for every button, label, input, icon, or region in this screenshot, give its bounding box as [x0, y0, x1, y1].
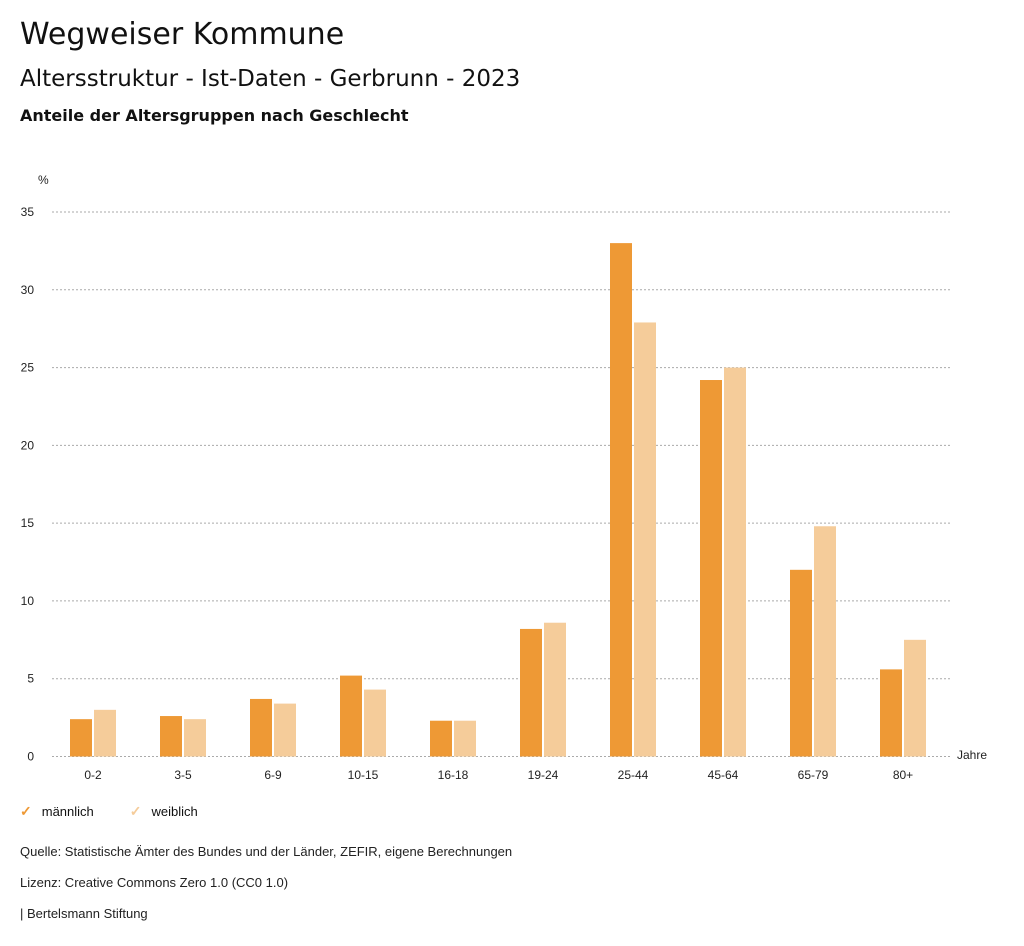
y-tick-label: 0: [27, 750, 34, 764]
x-tick-label: 6-9: [264, 768, 282, 782]
license-note: Lizenz: Creative Commons Zero 1.0 (CC0 1…: [20, 875, 289, 890]
y-tick-label: 10: [21, 594, 35, 608]
x-tick-label: 16-18: [438, 768, 469, 782]
bar-maennlich: [160, 716, 182, 757]
y-tick-label: 5: [27, 672, 34, 686]
bar-weiblich: [184, 719, 206, 757]
x-tick-label: 19-24: [528, 768, 559, 782]
y-tick-label: 30: [21, 283, 35, 297]
bar-maennlich: [610, 243, 632, 757]
bar-weiblich: [634, 322, 656, 757]
bar-weiblich: [94, 709, 116, 757]
legend-item-weiblich[interactable]: ✓ weiblich: [130, 803, 198, 820]
bar-maennlich: [520, 628, 542, 757]
legend-item-maennlich[interactable]: ✓ männlich: [20, 803, 94, 820]
legend-label: männlich: [41, 804, 94, 819]
x-tick-label: 10-15: [348, 768, 379, 782]
chart-subtitle: Altersstruktur - Ist-Daten - Gerbrunn - …: [20, 66, 521, 92]
y-axis-label: %: [38, 173, 49, 187]
x-tick-label: 80+: [893, 768, 913, 782]
bar-chart: 0 5 10 15 20 25 30 35% Jahre 0-2 3-5 6-9 10-15 16-18 1…: [21, 173, 988, 782]
x-tick-label: 25-44: [618, 768, 649, 782]
y-tick-label: 35: [21, 205, 35, 219]
check-icon: ✓: [20, 803, 32, 819]
bar-maennlich: [430, 720, 452, 757]
bar-maennlich: [700, 380, 722, 757]
bar-weiblich: [544, 622, 566, 757]
bar-maennlich: [880, 669, 902, 757]
bar-maennlich: [250, 698, 272, 757]
y-tick-label: 15: [21, 516, 35, 530]
app-title: Wegweiser Kommune: [20, 17, 345, 52]
legend: ✓ männlich ✓ weiblich: [20, 803, 198, 820]
legend-label: weiblich: [151, 804, 198, 819]
x-tick-label: 3-5: [174, 768, 192, 782]
bar-maennlich: [790, 569, 812, 757]
bar-weiblich: [274, 703, 296, 757]
x-tick-label: 45-64: [708, 768, 739, 782]
y-tick-label: 20: [21, 438, 35, 452]
source-note: Quelle: Statistische Ämter des Bundes un…: [20, 844, 513, 859]
x-tick-label: 65-79: [798, 768, 829, 782]
bar-weiblich: [454, 720, 476, 757]
check-icon: ✓: [129, 803, 142, 819]
y-tick-label: 25: [21, 361, 35, 375]
chart-title: Anteile der Altersgruppen nach Geschlech…: [20, 106, 409, 125]
x-axis-label: Jahre: [957, 748, 987, 762]
bar-weiblich: [724, 367, 746, 757]
bar-maennlich: [70, 719, 92, 757]
brand-note: | Bertelsmann Stiftung: [20, 906, 148, 921]
bar-weiblich: [364, 689, 386, 757]
x-tick-label: 0-2: [84, 768, 102, 782]
bar-maennlich: [340, 675, 362, 757]
bar-weiblich: [814, 526, 836, 757]
bar-weiblich: [904, 639, 926, 757]
